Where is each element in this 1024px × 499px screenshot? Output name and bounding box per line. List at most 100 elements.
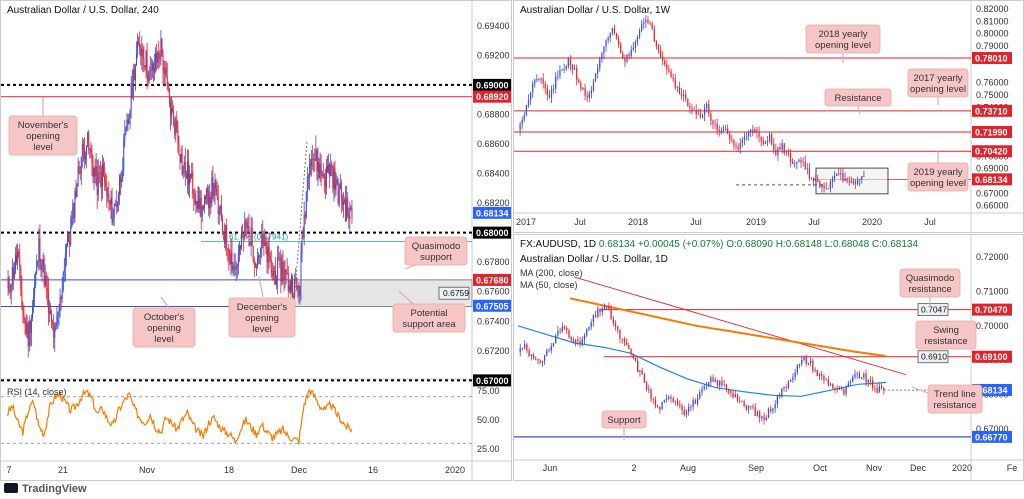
candle-body (12, 267, 14, 279)
candle-body (576, 68, 578, 80)
tick-label: 0.69200 (477, 50, 510, 60)
candle-body (774, 404, 776, 409)
candle-body (756, 411, 759, 416)
candle-body (185, 173, 187, 179)
candle-body (346, 198, 348, 221)
candle-body (815, 179, 817, 182)
candle-body (107, 194, 109, 197)
candle-body (731, 139, 733, 141)
candle-body (320, 164, 322, 173)
candle-body (210, 196, 212, 204)
candle-body (568, 330, 570, 338)
candle-body (125, 127, 127, 133)
candle-body (71, 217, 73, 228)
chart-panel-1w[interactable]: 0.82000 0.81000 0.80000 0.79000 0.76000 0.750… (513, 0, 1024, 233)
candle-body (330, 163, 332, 177)
tradingview-logo[interactable]: TradingView (4, 483, 87, 495)
candle-body (610, 309, 612, 320)
candle-body (140, 47, 142, 56)
candle-body (347, 198, 349, 217)
candle-body (104, 175, 106, 183)
tick-label: 0.69400 (477, 21, 510, 31)
candle-body (218, 208, 220, 215)
candle-body (623, 339, 626, 343)
fib-label: 61.8% (0.67941) (229, 232, 288, 241)
candle-body (798, 159, 800, 162)
candle-body (324, 180, 326, 187)
candle-body (282, 262, 284, 274)
candle-body (548, 350, 550, 352)
candle-body (695, 110, 697, 115)
candle-body (316, 149, 318, 172)
candle-body (255, 267, 257, 268)
candle-body (98, 172, 100, 174)
candle-body (809, 360, 812, 363)
candle-body (307, 176, 309, 178)
candle-body (789, 152, 792, 162)
candle-body (724, 128, 727, 130)
chart-panel-1d[interactable]: 0.720000.710000.700000.690000.680000.670… (513, 234, 1024, 481)
annotation-arrow (911, 386, 929, 394)
tick-label: 0.67600 (477, 287, 510, 297)
swing-resistance-label: Swing (933, 325, 959, 336)
candle-body (844, 178, 846, 181)
tick-label: Fe (1007, 463, 1018, 473)
price-tag-label: 0.67000 (476, 376, 509, 386)
candle-body (768, 134, 771, 142)
candle-body (572, 340, 575, 344)
candle-body (10, 284, 12, 292)
dec-open-label: December's (237, 302, 288, 313)
brand-label: TradingView (22, 483, 87, 495)
candle-body (131, 82, 133, 98)
price-tag (473, 273, 511, 286)
tick-label: 0.67000 (976, 424, 1009, 434)
candle-body (707, 382, 710, 386)
candle-body (134, 65, 136, 81)
candle-body (559, 70, 561, 77)
annotation-arrow (398, 290, 414, 305)
candle-body (55, 322, 57, 326)
chart-panel-4h[interactable]: 61.8% (0.67941) 75.00 50.00 25.00 0.69400 0.… (0, 0, 512, 481)
candle-body (630, 349, 632, 355)
tick-label: Jul (690, 217, 702, 227)
candle-body (590, 322, 592, 327)
candle-body (127, 120, 129, 124)
trend-line (573, 276, 907, 376)
candle-body (349, 207, 351, 220)
candle-body (350, 207, 352, 209)
candle-body (68, 233, 70, 243)
chart-title: Australian Dollar / U.S. Dollar, 240 (7, 5, 159, 16)
tick-label: Nov (866, 463, 883, 473)
candle-body (729, 133, 731, 140)
candle-body (211, 177, 213, 204)
candle-body (173, 112, 175, 125)
candle-body (819, 181, 821, 188)
candle-body (348, 216, 350, 220)
annotation-arrow (160, 296, 170, 309)
candle-body (539, 360, 541, 363)
candle-body (38, 238, 40, 261)
candle-body (739, 143, 741, 150)
tick-label: 0.68600 (477, 139, 510, 149)
tick-label: 0.79000 (976, 41, 1009, 51)
candle-body (200, 197, 202, 217)
candle-body (165, 67, 167, 77)
candle-body (829, 383, 832, 386)
candle-body (302, 235, 304, 238)
candle-body (164, 67, 166, 74)
level-value-label: 0.6910 (921, 352, 947, 362)
price-tag (972, 173, 1012, 186)
tick-label: 0.69000 (976, 164, 1009, 174)
candle-body (22, 307, 24, 316)
candle-body (854, 181, 857, 184)
candle-body (156, 52, 158, 63)
candle-body (276, 279, 278, 285)
candle-body (86, 146, 88, 156)
tick-label: 2017 (516, 217, 536, 227)
candle-body (863, 373, 865, 378)
candle-body (617, 37, 620, 45)
candle-body (197, 187, 199, 209)
candle-body (594, 73, 597, 82)
candle-body (290, 276, 292, 291)
candle-body (567, 58, 569, 67)
